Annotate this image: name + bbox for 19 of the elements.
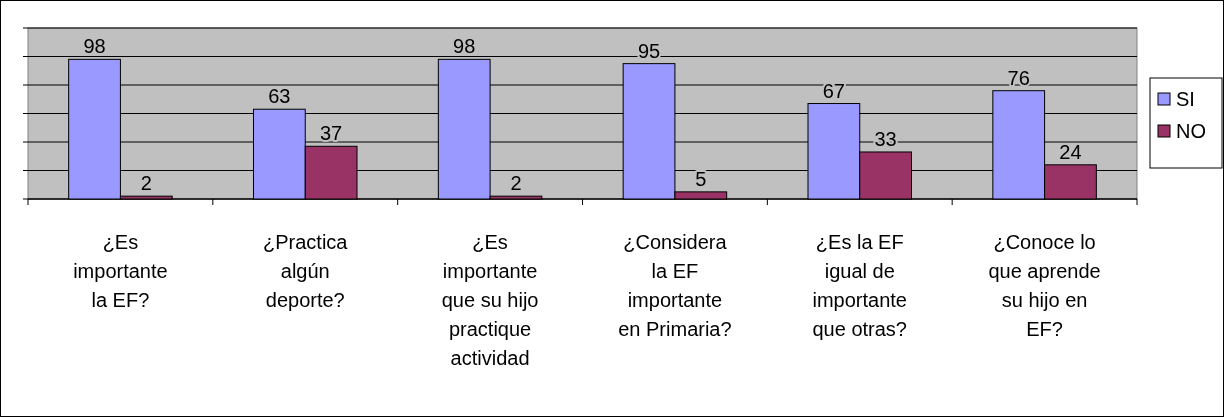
legend-label: SI <box>1176 88 1195 110</box>
x-tick-label: ¿Practica algún deporte? <box>263 231 349 311</box>
data-label: 67 <box>822 79 845 102</box>
data-label: 2 <box>140 172 152 195</box>
data-label: 2 <box>510 172 522 195</box>
data-label: 37 <box>320 122 343 145</box>
x-tick-label: ¿Considera la EF importante en Primaria? <box>618 231 732 340</box>
x-tick-label: ¿Conoce lo que aprende su hijo en EF? <box>988 231 1101 340</box>
x-tick-label: ¿Es importante la EF? <box>73 231 168 311</box>
legend-label: NO <box>1176 120 1206 142</box>
x-tick-label: ¿Es importante que su hijo practique actividad <box>441 231 539 369</box>
data-label: 33 <box>874 127 897 150</box>
data-label: 5 <box>695 167 707 190</box>
x-tick-label: ¿Es la EF igual de importante que otras? <box>812 231 908 340</box>
data-label: 98 <box>83 35 106 58</box>
data-label: 63 <box>268 85 291 108</box>
data-label: 98 <box>453 35 476 58</box>
data-label: 76 <box>1007 66 1030 89</box>
data-label: 24 <box>1059 140 1082 163</box>
